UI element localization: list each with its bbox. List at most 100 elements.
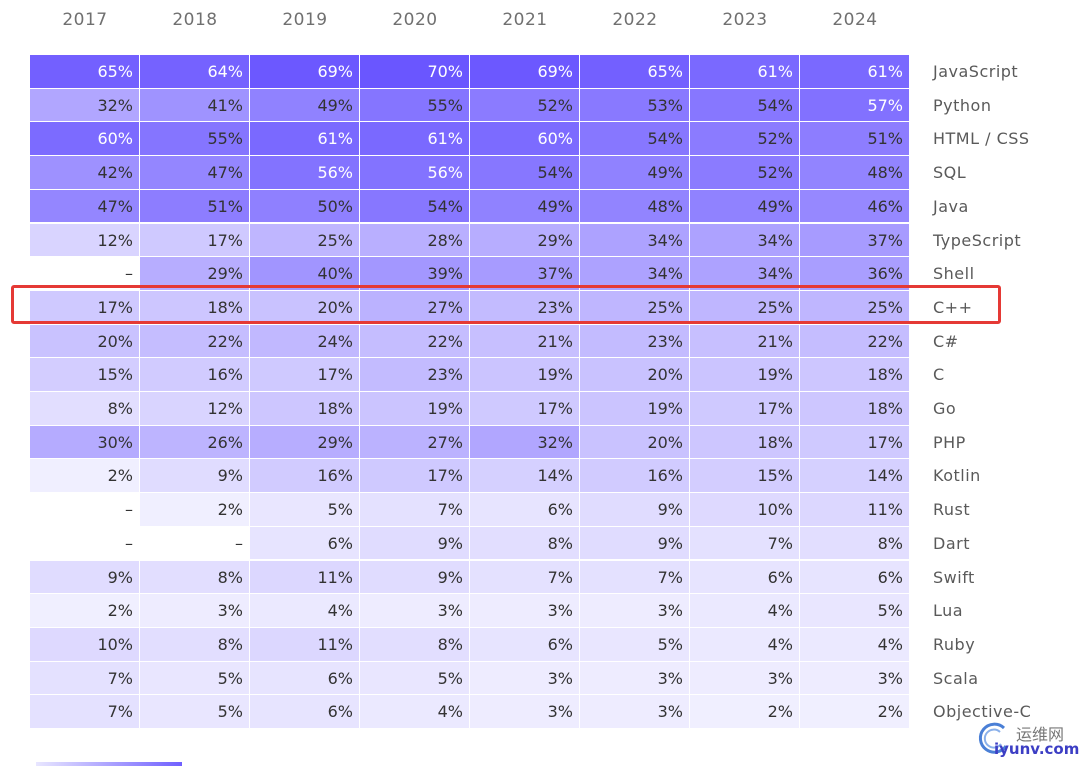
heatmap-cell: 18%	[690, 425, 800, 460]
heatmap-cell: 2%	[800, 695, 910, 729]
heatmap-cell: 51%	[800, 122, 910, 157]
heatmap-cell: 8%	[30, 392, 140, 426]
year-header: 2017 2018 2019 2020 2021 2022 2023 2024	[30, 10, 910, 40]
heatmap-cell: 8%	[140, 627, 250, 662]
heatmap-cell: 8%	[800, 526, 910, 561]
year-label: 2021	[502, 10, 548, 30]
language-label: JavaScript	[933, 62, 1019, 81]
heatmap-cell: 60%	[30, 122, 140, 157]
heatmap-cell: 54%	[470, 156, 580, 190]
heatmap-cell: 9%	[360, 560, 470, 595]
year-label: 2017	[62, 10, 108, 30]
heatmap-cell: 12%	[140, 392, 250, 426]
heatmap-cell: 19%	[470, 358, 580, 392]
language-label: SQL	[933, 163, 967, 183]
heatmap-cell: 6%	[250, 661, 360, 696]
heatmap-cell: 49%	[580, 156, 690, 190]
language-label: Lua	[933, 601, 964, 621]
heatmap-cell: 22%	[800, 324, 910, 359]
heatmap-cell: 10%	[690, 493, 800, 527]
language-label: Python	[933, 95, 992, 115]
heatmap-cell: 8%	[360, 627, 470, 662]
heatmap-cell: 18%	[250, 392, 360, 426]
heatmap-cell: 7%	[30, 695, 140, 729]
heatmap-cell: 18%	[800, 358, 910, 392]
heatmap-cell: 29%	[250, 425, 360, 460]
heatmap-cell: 4%	[690, 627, 800, 662]
heatmap-cell: 4%	[250, 594, 360, 628]
heatmap-cell: 48%	[800, 156, 910, 190]
heatmap-cell: 34%	[690, 223, 800, 258]
heatmap-cell: 7%	[470, 560, 580, 595]
heatmap-cell: 16%	[580, 459, 690, 494]
heatmap-cell: 61%	[800, 55, 910, 89]
heatmap-cell: 49%	[690, 189, 800, 224]
heatmap-cell: 55%	[140, 122, 250, 157]
highlight-box-cpp	[11, 285, 1001, 324]
heatmap-cell: 7%	[690, 526, 800, 561]
heatmap-cell: 49%	[470, 189, 580, 224]
year-label: 2018	[172, 10, 218, 30]
year-label: 2024	[832, 10, 878, 30]
language-label: Shell	[933, 264, 975, 284]
heatmap-cell: 11%	[250, 560, 360, 595]
heatmap-cell: 20%	[580, 358, 690, 392]
heatmap-cell: 65%	[30, 55, 140, 89]
heatmap-cell: 6%	[470, 627, 580, 662]
heatmap-cell: 52%	[470, 88, 580, 123]
language-label: Go	[933, 399, 957, 418]
heatmap-cell: 3%	[140, 594, 250, 628]
language-label: PHP	[933, 432, 966, 452]
heatmap-cell: 64%	[140, 55, 250, 89]
heatmap-cell: 5%	[800, 594, 910, 628]
heatmap-cell: 53%	[580, 88, 690, 123]
heatmap-cell: 17%	[360, 459, 470, 494]
heatmap-cell: 9%	[580, 526, 690, 561]
heatmap-cell: 17%	[800, 425, 910, 460]
language-label: Objective-C	[933, 702, 1032, 722]
heatmap-cell: 8%	[470, 526, 580, 561]
heatmap-cell: 29%	[470, 223, 580, 258]
year-label: 2019	[282, 10, 328, 30]
heatmap-cell: 18%	[800, 392, 910, 426]
heatmap-cell: 19%	[690, 358, 800, 392]
heatmap-cell: 6%	[690, 560, 800, 595]
heatmap-cell: 47%	[30, 189, 140, 224]
heatmap-cell: 3%	[580, 594, 690, 628]
heatmap-cell: 52%	[690, 122, 800, 157]
heatmap-cell: 14%	[470, 459, 580, 494]
heatmap-cell: 61%	[360, 122, 470, 157]
heatmap-cell: 22%	[360, 324, 470, 359]
heatmap-cell: 5%	[140, 695, 250, 729]
color-scale-bar	[36, 762, 182, 766]
heatmap-cell: 14%	[800, 459, 910, 494]
language-label: C++	[933, 297, 973, 317]
heatmap-cell: 57%	[800, 88, 910, 123]
heatmap-cell: 54%	[360, 189, 470, 224]
heatmap-cell: 10%	[30, 627, 140, 662]
heatmap-cell: 2%	[140, 493, 250, 527]
heatmap-cell: 23%	[360, 358, 470, 392]
language-label: HTML / CSS	[933, 129, 1030, 149]
heatmap-cell: 17%	[140, 223, 250, 258]
heatmap-cell: 3%	[690, 661, 800, 696]
heatmap-cell: 60%	[470, 122, 580, 157]
heatmap-cell: 22%	[140, 324, 250, 359]
heatmap-cell: 17%	[250, 358, 360, 392]
heatmap-cell: 9%	[140, 459, 250, 494]
heatmap-cell: 25%	[690, 290, 800, 325]
heatmap-cell: 4%	[800, 627, 910, 662]
heatmap-cell: –	[30, 526, 140, 561]
heatmap-cell: 19%	[580, 392, 690, 426]
heatmap-cell: 70%	[360, 55, 470, 89]
heatmap-cell: 17%	[30, 290, 140, 325]
watermark-text-en: iyunv.com	[994, 740, 1080, 758]
heatmap-cell: 47%	[140, 156, 250, 190]
year-label: 2020	[392, 10, 438, 30]
heatmap-cell: 11%	[250, 627, 360, 662]
heatmap-cell: 25%	[580, 290, 690, 325]
heatmap-cell: 4%	[360, 695, 470, 729]
heatmap-cell: 52%	[690, 156, 800, 190]
heatmap-cell: 9%	[30, 560, 140, 595]
heatmap-cell: 2%	[30, 594, 140, 628]
